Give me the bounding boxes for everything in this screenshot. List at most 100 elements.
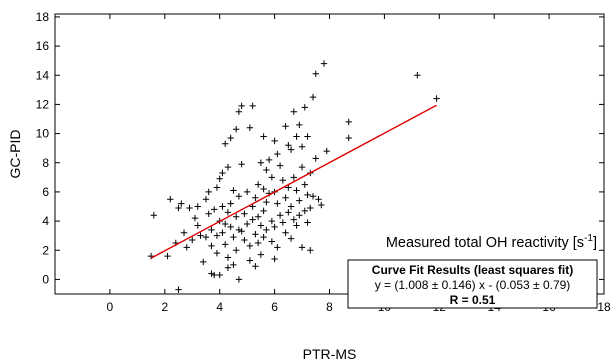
data-point [260, 233, 267, 241]
data-point [213, 249, 221, 257]
data-point [221, 140, 229, 147]
data-point [252, 263, 259, 270]
x-tick-label: 8 [326, 300, 333, 314]
data-point [227, 134, 234, 142]
data-point [241, 210, 248, 217]
data-point [238, 161, 245, 168]
data-point [296, 121, 303, 129]
data-point [345, 118, 352, 126]
data-point [268, 217, 276, 225]
fit-equation: y = (1.008 ± 0.146) x - (0.053 ± 0.79) [375, 278, 571, 292]
data-point [227, 200, 234, 207]
data-point [254, 213, 262, 220]
data-point [194, 203, 201, 210]
data-point [287, 203, 295, 210]
data-point [205, 188, 212, 196]
data-point [304, 219, 311, 226]
data-point [282, 194, 289, 201]
data-point [263, 226, 270, 234]
fit-line [150, 104, 437, 259]
data-point [296, 197, 303, 204]
data-point [257, 159, 265, 166]
y-tick-label: 4 [42, 214, 49, 228]
data-point [309, 93, 317, 101]
data-point [271, 255, 278, 263]
data-point [304, 133, 311, 140]
data-point [315, 196, 322, 203]
data-point [200, 258, 207, 266]
data-point [276, 212, 284, 219]
data-point [235, 276, 243, 283]
data-point [227, 223, 234, 231]
data-points [147, 60, 440, 293]
data-point [260, 133, 267, 140]
data-point [224, 254, 232, 261]
data-point [307, 247, 314, 254]
data-point [301, 181, 308, 188]
x-tick-label: 6 [271, 300, 278, 314]
data-point [290, 108, 298, 115]
y-tick-label: 18 [36, 10, 50, 24]
data-point [216, 271, 223, 279]
data-point [293, 187, 300, 194]
data-point [230, 187, 237, 194]
fit-results-box [347, 259, 598, 309]
data-point [208, 270, 215, 277]
data-point [224, 163, 232, 171]
data-point [232, 126, 240, 133]
data-point [213, 184, 221, 191]
annotation-close: ] [593, 235, 597, 251]
data-point [309, 193, 317, 200]
data-point [238, 228, 245, 235]
data-point [304, 191, 311, 199]
data-point [345, 134, 352, 142]
data-point [276, 162, 284, 169]
data-point [241, 236, 248, 244]
data-point [224, 209, 232, 216]
data-point [301, 104, 308, 111]
data-point [312, 155, 319, 162]
data-point [202, 233, 210, 241]
data-point [312, 70, 319, 77]
data-point [265, 156, 273, 164]
data-point [249, 216, 256, 223]
data-point [298, 244, 306, 251]
y-axis-label: GC-PID [7, 130, 23, 179]
x-tick-label: 18 [597, 300, 611, 314]
data-point [298, 143, 306, 150]
data-point [274, 244, 281, 251]
data-point [274, 150, 281, 158]
data-point [238, 102, 245, 110]
data-point [211, 271, 218, 279]
data-point [243, 220, 251, 228]
data-point [320, 60, 328, 67]
data-point [175, 286, 182, 293]
data-point [150, 212, 158, 219]
data-point [290, 216, 298, 223]
x-axis-label: PTR-MS [303, 346, 357, 362]
data-point [208, 242, 215, 250]
fit-line-layer [150, 104, 437, 259]
y-tick-label: 0 [42, 272, 49, 286]
data-point [285, 142, 292, 149]
data-point [221, 241, 229, 248]
data-point [246, 124, 254, 131]
y-tick-label: 2 [42, 243, 49, 257]
data-point [268, 174, 276, 181]
data-point [279, 177, 287, 184]
data-point [287, 146, 295, 153]
data-point [178, 200, 185, 207]
data-point [318, 201, 325, 209]
data-point [307, 204, 314, 212]
data-point [257, 222, 265, 229]
data-point [282, 229, 289, 236]
data-point [219, 229, 226, 236]
data-point [186, 204, 193, 212]
data-point [191, 214, 199, 222]
data-point [285, 209, 292, 216]
data-point [287, 235, 295, 242]
data-point [183, 244, 190, 251]
data-point [433, 95, 440, 102]
data-point [232, 213, 240, 220]
